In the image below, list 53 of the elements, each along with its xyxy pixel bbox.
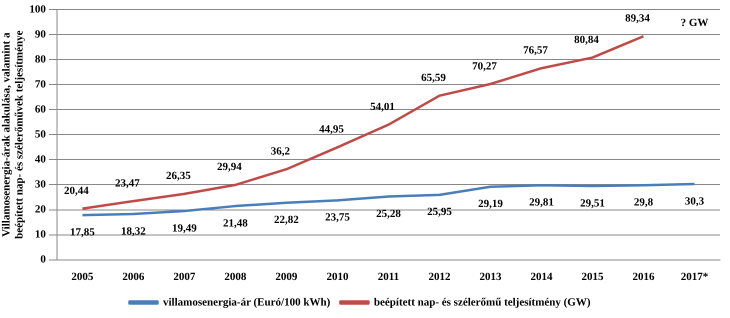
data-label: 36,2: [270, 146, 291, 158]
data-label: 80,84: [574, 34, 600, 46]
data-label: 26,35: [166, 170, 192, 182]
x-tick-label: 2005: [71, 271, 94, 284]
x-tick-label: 2010: [326, 271, 349, 284]
x-tick-label: 2009: [275, 271, 298, 284]
data-label: 23,75: [325, 212, 350, 224]
y-tick-label: 10: [34, 228, 46, 241]
y-tick-label: 60: [34, 104, 46, 116]
x-tick-label: 2007: [173, 271, 196, 284]
y-tick-label: 20: [34, 204, 46, 216]
y-tick-label: 0: [40, 254, 46, 266]
annotation: ? GW: [680, 16, 708, 29]
data-label: 89,34: [625, 12, 650, 25]
x-tick-label: 2013: [479, 271, 502, 284]
y-tick-label: 90: [34, 28, 46, 40]
data-label: 19,49: [172, 222, 198, 234]
data-label: 30,3: [684, 195, 705, 208]
x-tick-label: 2017*: [680, 271, 709, 284]
y-tick-label: 70: [34, 78, 46, 91]
legend-label: villamosenergia-ár (Euró/100 kWh): [162, 296, 331, 308]
legend-label: beépített nap- és szélerőmű teljesítmény (GW): [374, 296, 591, 308]
y-axis-title: Villamosenergia-árak alakulása, valamint a beépített nap- és szélerőművek teljesítménye: [0, 30, 26, 239]
x-tick-label: 2016: [632, 271, 655, 284]
y-tick-label: 30: [34, 178, 46, 191]
x-tick-label: 2015: [581, 271, 604, 284]
y-tick-label: 40: [34, 154, 46, 166]
data-label: 25,28: [376, 208, 402, 220]
y-tick-label: 100: [29, 3, 46, 16]
data-label: 65,59: [421, 72, 446, 84]
x-tick-label: 2012: [428, 271, 451, 284]
data-label: 29,94: [217, 161, 242, 174]
y-tick-label: 80: [34, 53, 46, 66]
data-label: 21,48: [223, 217, 248, 230]
data-label: 25,95: [427, 206, 452, 218]
data-label: 29,19: [478, 198, 504, 210]
data-label: 17,85: [70, 226, 96, 238]
data-label: 22,82: [274, 214, 300, 226]
data-label: 23,47: [115, 177, 140, 190]
data-label: 20,44: [64, 185, 90, 198]
y-tick-label: 50: [34, 128, 46, 141]
data-label: 29,8: [634, 196, 654, 209]
data-label: 29,81: [529, 196, 554, 209]
x-tick-label: 2008: [224, 271, 247, 284]
x-tick-label: 2011: [378, 271, 400, 284]
data-label: 54,01: [370, 101, 395, 114]
data-label: 18,32: [121, 225, 146, 238]
x-tick-label: 2006: [122, 271, 145, 284]
data-label: 70,27: [472, 60, 498, 72]
data-label: 76,57: [523, 44, 548, 57]
x-tick-label: 2014: [530, 271, 553, 284]
data-label: 44,95: [319, 124, 344, 136]
data-label: 29,51: [580, 197, 605, 210]
